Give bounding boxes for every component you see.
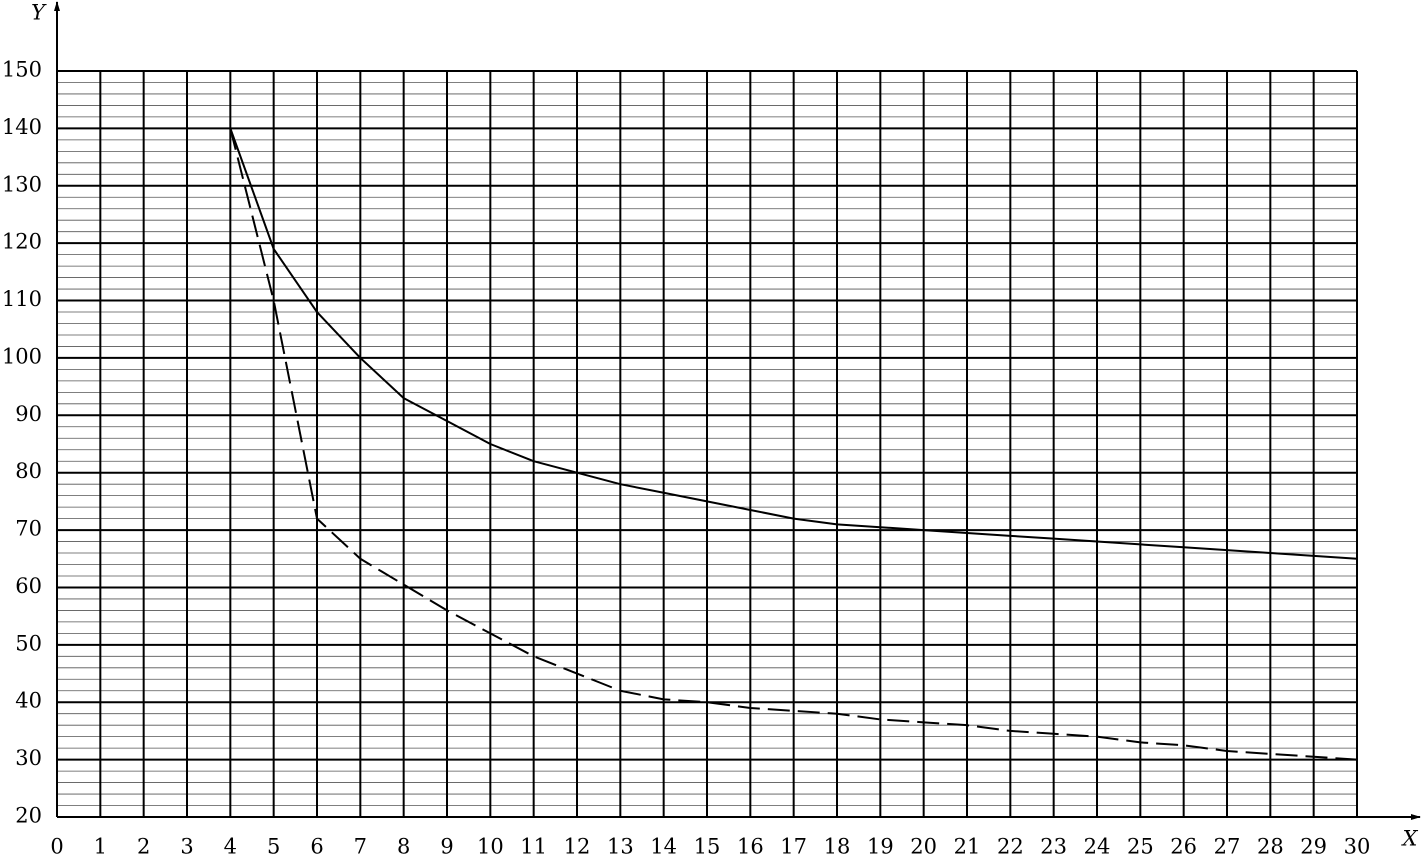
x-tick-label: 22 [997, 835, 1024, 859]
x-tick-label: 27 [1214, 835, 1241, 859]
x-tick-label: 0 [50, 835, 63, 859]
x-tick-label: 5 [267, 835, 280, 859]
x-tick-label: 21 [954, 835, 981, 859]
x-tick-label: 30 [1344, 835, 1371, 859]
x-tick-label: 20 [910, 835, 937, 859]
x-tick-label: 28 [1257, 835, 1284, 859]
x-tick-label: 18 [824, 835, 851, 859]
y-tick-label: 30 [15, 746, 42, 770]
x-tick-label: 11 [520, 835, 547, 859]
x-tick-label: 3 [180, 835, 193, 859]
x-tick-label: 17 [780, 835, 807, 859]
lines [229, 128, 1358, 761]
data-line [229, 128, 1358, 761]
x-tick-label: 24 [1084, 835, 1111, 859]
y-tick-label: 40 [15, 689, 42, 713]
x-tick-label: 7 [354, 835, 367, 859]
y-tick-label: 120 [2, 230, 42, 254]
x-tick-label: 26 [1170, 835, 1197, 859]
y-tick-label: 70 [15, 517, 42, 541]
x-axis-label: X [1401, 827, 1419, 851]
x-tick-label: 23 [1040, 835, 1067, 859]
x-tick-label: 9 [440, 835, 453, 859]
x-tick-label: 8 [397, 835, 410, 859]
y-tick-label: 110 [2, 287, 42, 311]
x-tick-label: 4 [224, 835, 237, 859]
y-tick-label: 60 [15, 574, 42, 598]
y-tick-label: 130 [2, 172, 42, 196]
x-tick-label: 12 [564, 835, 591, 859]
y-tick-label: 100 [2, 344, 42, 368]
x-tick-label: 16 [737, 835, 764, 859]
y-tick-label: 150 [2, 58, 42, 82]
x-tick-label: 6 [310, 835, 323, 859]
x-tick-label: 13 [607, 835, 634, 859]
data-line [229, 128, 1358, 560]
x-tick-label: 29 [1300, 835, 1327, 859]
x-tick-label: 2 [137, 835, 150, 859]
x-tick-label: 10 [477, 835, 504, 859]
grid [56, 70, 1358, 818]
x-tick-label: 14 [650, 835, 677, 859]
y-tick-label: 90 [15, 402, 42, 426]
y-tick-label: 80 [15, 459, 42, 483]
y-tick-label: 140 [2, 115, 42, 139]
x-tick-label: 15 [694, 835, 721, 859]
y-tick-label: 50 [15, 631, 42, 655]
x-tick-label: 1 [94, 835, 107, 859]
x-tick-label: 25 [1127, 835, 1154, 859]
y-tick-label: 20 [15, 804, 42, 828]
x-tick-label: 19 [867, 835, 894, 859]
y-axis-label: Y [31, 1, 47, 25]
